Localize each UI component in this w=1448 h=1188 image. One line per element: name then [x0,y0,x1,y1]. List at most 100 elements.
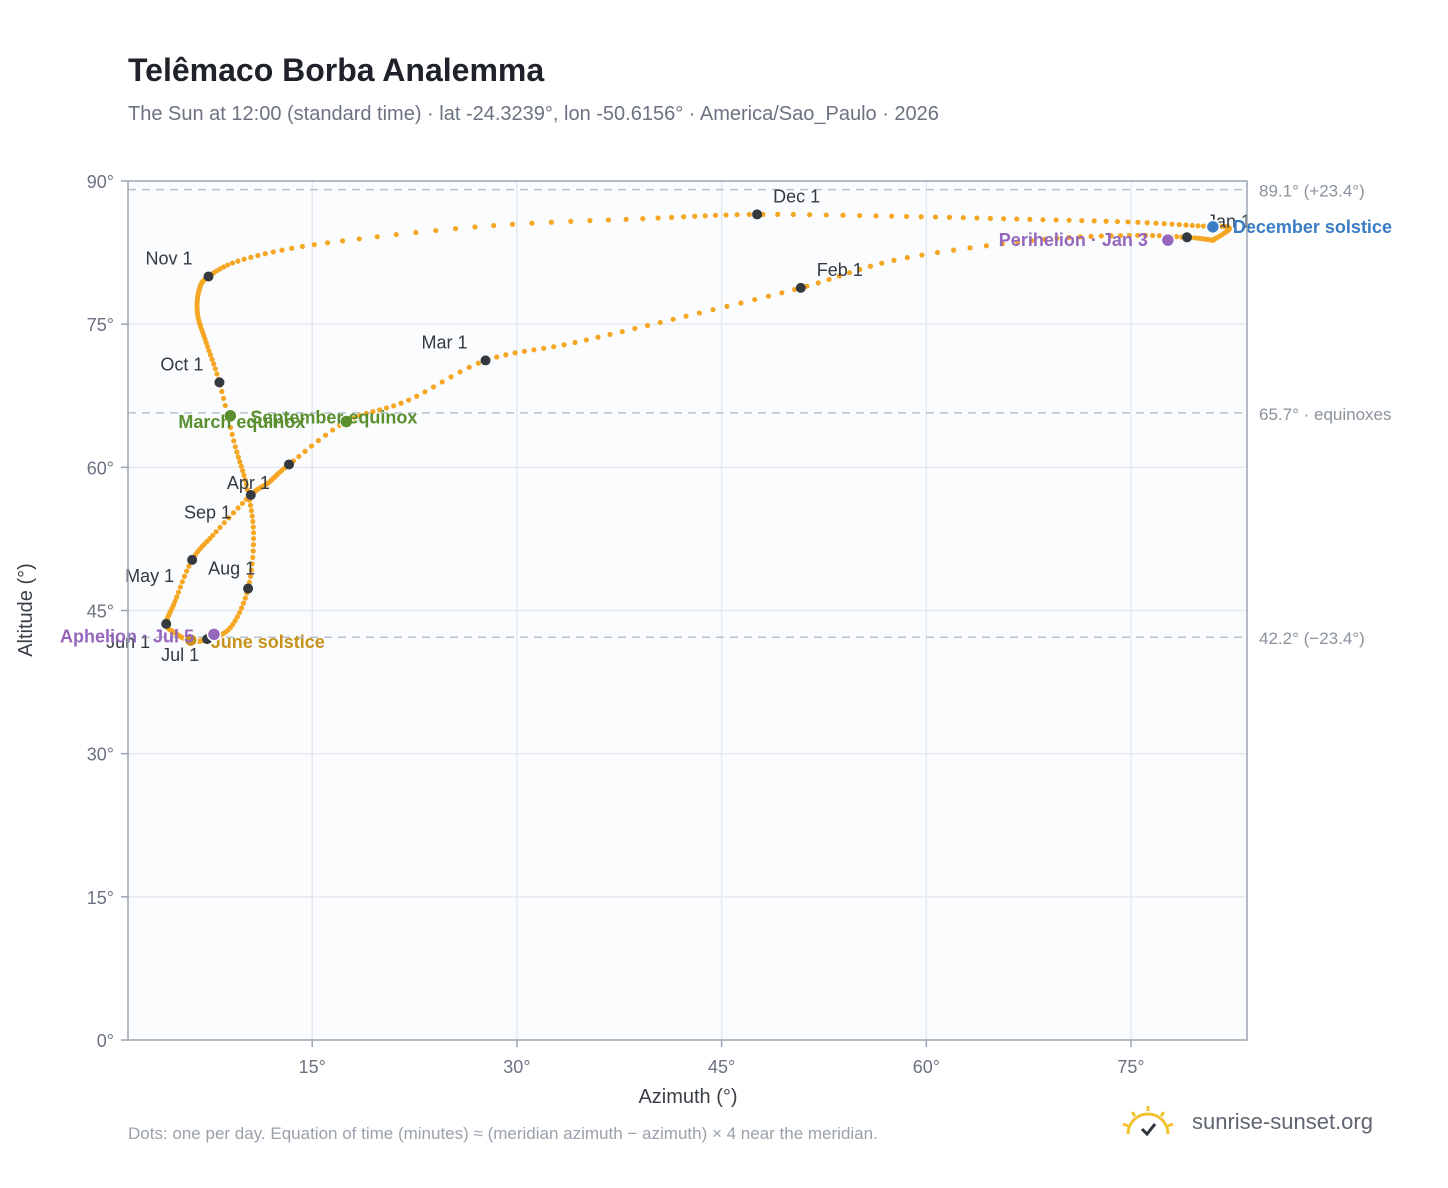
event-marker [339,414,354,429]
daily-sun-dot [1183,222,1189,228]
daily-sun-dot [491,222,497,229]
event-label: December solstice [1233,217,1392,237]
daily-sun-dot [903,213,910,220]
daily-sun-dot [457,369,463,375]
daily-sun-dot [248,567,255,573]
daily-sun-dot [1098,233,1104,239]
daily-sun-dot [1014,239,1021,245]
daily-sun-dot [531,347,537,353]
daily-sun-dot [363,410,369,417]
daily-sun-dot [1161,221,1167,227]
daily-sun-dot [227,424,234,431]
daily-sun-dot [232,618,238,624]
daily-sun-dot [1135,219,1141,225]
daily-sun-dot [1103,218,1109,224]
event-marker [223,408,238,424]
daily-sun-dot [724,303,730,309]
daily-sun-dot [1174,234,1180,240]
daily-sun-dot [572,339,578,346]
daily-sun-dot [247,573,254,579]
daily-sun-dot [738,300,744,306]
daily-sun-dot [220,264,227,270]
daily-sun-dot [230,510,237,516]
event-marker [1160,232,1176,248]
reference-line-label: 65.7° · equinoxes [1259,405,1392,424]
x-tick-label: 75° [1117,1057,1144,1077]
daily-sun-dot [765,293,772,299]
daily-sun-dot [1088,233,1094,239]
daily-sun-dot [960,215,966,221]
daily-sun-dot [339,238,346,244]
daily-sun-dot [1189,222,1195,229]
daily-sun-dot [330,427,336,433]
daily-sun-dot [712,212,719,218]
daily-sun-dot [452,226,459,232]
daily-sun-dot [206,348,212,354]
daily-sun-dot [181,573,188,579]
footnote: Dots: one per day. Equation of time (min… [128,1124,878,1143]
daily-sun-dot [503,352,509,358]
event-label: Aphelion · Jul 5 [60,626,194,646]
month-marker-label: Feb 1 [817,260,863,280]
daily-sun-dot [1210,237,1216,243]
daily-sun-dot [1149,232,1156,239]
event-label: June solstice [211,632,325,652]
daily-sun-dot [509,221,516,227]
daily-sun-dot [541,345,547,351]
daily-sun-dot [422,389,428,395]
daily-sun-dot [670,316,676,322]
daily-sun-dot [311,242,317,248]
daily-sun-dot [393,231,399,238]
x-tick-label: 45° [708,1057,735,1077]
x-tick-label: 15° [299,1057,326,1077]
daily-sun-dot [243,482,249,488]
daily-sun-dot [357,413,363,419]
brand-logo[interactable]: sunrise-sunset.org [1120,1100,1373,1144]
daily-sun-dot [207,352,214,358]
daily-sun-dot [433,227,439,234]
daily-sun-dot [1014,216,1020,222]
daily-sun-dot [406,397,412,403]
daily-sun-dot [220,395,227,401]
daily-sun-dot [250,535,257,542]
daily-sun-dot [1040,217,1046,223]
daily-sun-dot [583,337,589,343]
month-marker [214,377,225,388]
y-tick-label: 90° [87,172,114,192]
x-tick-label: 30° [503,1057,530,1077]
daily-sun-dot [655,215,661,221]
y-tick-label: 60° [87,458,114,478]
daily-sun-dot [175,589,182,595]
daily-sun-dot [1125,219,1131,225]
daily-sun-dot [1192,235,1198,241]
daily-sun-dot [605,217,612,223]
month-marker [161,618,172,629]
daily-sun-dot [184,568,190,574]
daily-sun-dot [987,215,993,221]
daily-sun-dot [551,344,557,350]
daily-sun-dot [279,247,285,253]
daily-sun-dot [1091,218,1097,224]
daily-sun-dot [1053,217,1059,223]
daily-sun-dot [217,524,223,531]
daily-sun-dot [668,214,675,221]
daily-sun-dot [836,273,842,279]
y-tick-label: 15° [87,888,114,908]
daily-sun-dot [250,530,257,536]
daily-sun-dot [873,213,879,219]
daily-sun-dot [262,251,268,257]
month-marker-label: Dec 1 [773,186,820,206]
daily-sun-dot [214,371,220,377]
daily-sun-dot [974,215,980,221]
daily-sun-dot [1114,218,1121,225]
daily-sun-dot [568,218,574,224]
month-marker [243,583,254,594]
daily-sun-dot [1066,234,1072,241]
daily-sun-dot [1027,216,1033,222]
month-marker-label: May 1 [125,566,174,586]
daily-sun-dot [235,258,241,264]
daily-sun-dot [250,542,257,548]
daily-sun-dot [775,211,781,217]
month-marker [752,209,763,220]
month-marker [284,459,295,470]
